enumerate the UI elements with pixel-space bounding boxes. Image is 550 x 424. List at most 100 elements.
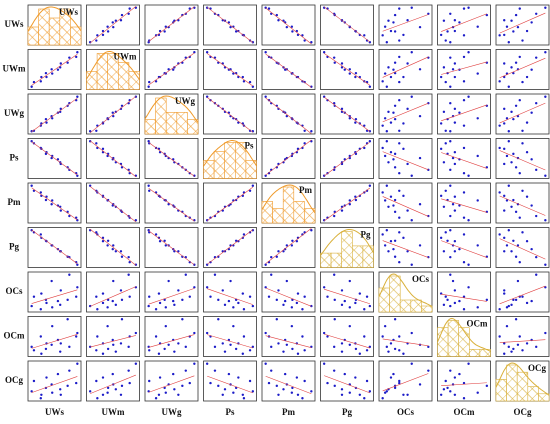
fit-line <box>499 12 546 34</box>
panel-frame <box>261 4 316 46</box>
scatter-point <box>510 161 513 164</box>
panel-frame <box>320 360 374 402</box>
scatter-point <box>270 345 273 349</box>
scatter-point <box>340 209 344 212</box>
scatter-point <box>173 303 176 307</box>
scatter-point <box>333 210 336 214</box>
scatter-point <box>462 397 466 400</box>
scatter-point <box>120 210 124 214</box>
scatter-point <box>88 140 92 143</box>
scatter-point <box>295 301 299 305</box>
scatter-point <box>507 229 510 232</box>
scatter-point <box>368 140 372 143</box>
scatter-point <box>467 174 470 177</box>
scatter-point <box>521 142 524 145</box>
scatter-point <box>535 214 538 218</box>
scatter-point <box>453 301 457 305</box>
scatter-point <box>387 205 390 208</box>
scatter-point <box>101 292 105 295</box>
scatter-point <box>75 261 78 264</box>
scatter-point <box>39 191 42 194</box>
panel-frame <box>320 182 374 224</box>
scatter-point <box>368 304 372 308</box>
scatter-point <box>76 362 79 365</box>
histogram-bar <box>86 71 98 90</box>
scatter-point <box>512 347 515 351</box>
row-label: Ps <box>10 153 19 163</box>
column-label: OCs <box>397 407 415 417</box>
scatter-point <box>303 349 306 352</box>
histogram-bar <box>48 17 61 46</box>
scatter-point <box>96 146 99 150</box>
scatter-point <box>76 286 79 289</box>
scatter-point <box>512 117 515 121</box>
fit-line <box>382 102 429 123</box>
scatter-point <box>106 391 109 394</box>
scatter-point <box>112 114 115 118</box>
scatter-point <box>505 154 509 158</box>
scatter-point <box>365 349 369 352</box>
scatter-point <box>453 250 457 253</box>
scatter-point <box>393 347 397 351</box>
panel-frame <box>86 182 140 224</box>
scatter-point <box>439 393 443 396</box>
histogram-bar <box>144 119 156 135</box>
panel-frame <box>144 316 199 357</box>
scatter-point <box>251 304 255 308</box>
scatter-point <box>516 343 520 346</box>
scatter-point <box>296 352 300 355</box>
panel-frame <box>495 227 550 268</box>
row-label: UWg <box>4 108 24 118</box>
fit-line <box>382 196 429 217</box>
scatter-point <box>227 372 231 376</box>
scatter-point <box>462 308 466 311</box>
scatter-point <box>503 194 506 198</box>
scatter-point <box>418 25 422 29</box>
scatter-point <box>333 384 336 388</box>
scatter-point <box>354 376 357 379</box>
scatter-point <box>301 397 304 400</box>
scatter-point <box>381 80 384 83</box>
scatter-point <box>147 304 150 308</box>
scatter-point <box>398 335 401 338</box>
scatter-point <box>32 349 36 352</box>
scatter-point <box>381 233 384 236</box>
scatter-point <box>148 379 151 383</box>
fit-line <box>148 142 195 177</box>
scatter-point <box>402 75 405 79</box>
scatter-point <box>30 390 33 393</box>
scatter-point <box>348 68 351 71</box>
scatter-point <box>381 146 384 150</box>
scatter-point <box>544 6 547 9</box>
panel-frame <box>203 49 257 90</box>
scatter-point <box>387 19 390 22</box>
scatter-point <box>68 345 71 349</box>
scatter-point <box>358 393 362 396</box>
scatter-point <box>248 231 252 234</box>
scatter-point <box>510 19 513 22</box>
fit-line <box>148 188 195 222</box>
scatter-point <box>354 117 358 121</box>
scatter-point <box>234 198 238 202</box>
scatter-point <box>111 21 114 24</box>
scatter-point <box>383 391 387 394</box>
scatter-point <box>387 66 390 69</box>
scatter-point <box>507 85 510 88</box>
scatter-point <box>114 250 118 253</box>
scatter-point <box>402 236 405 240</box>
scatter-point <box>50 156 53 160</box>
scatter-point <box>119 289 123 292</box>
scatter-point <box>188 381 191 385</box>
scatter-point <box>530 21 533 24</box>
scatter-point <box>521 295 524 298</box>
scatter-point <box>234 239 238 242</box>
panel-frame <box>261 49 316 90</box>
fit-line <box>90 335 136 348</box>
scatter-point <box>446 30 449 33</box>
panel-frame <box>320 316 374 357</box>
scatter-point <box>442 161 446 164</box>
scatter-point <box>442 110 446 114</box>
scatter-point <box>332 56 336 59</box>
scatter-point <box>76 263 79 266</box>
scatter-point <box>267 381 271 385</box>
